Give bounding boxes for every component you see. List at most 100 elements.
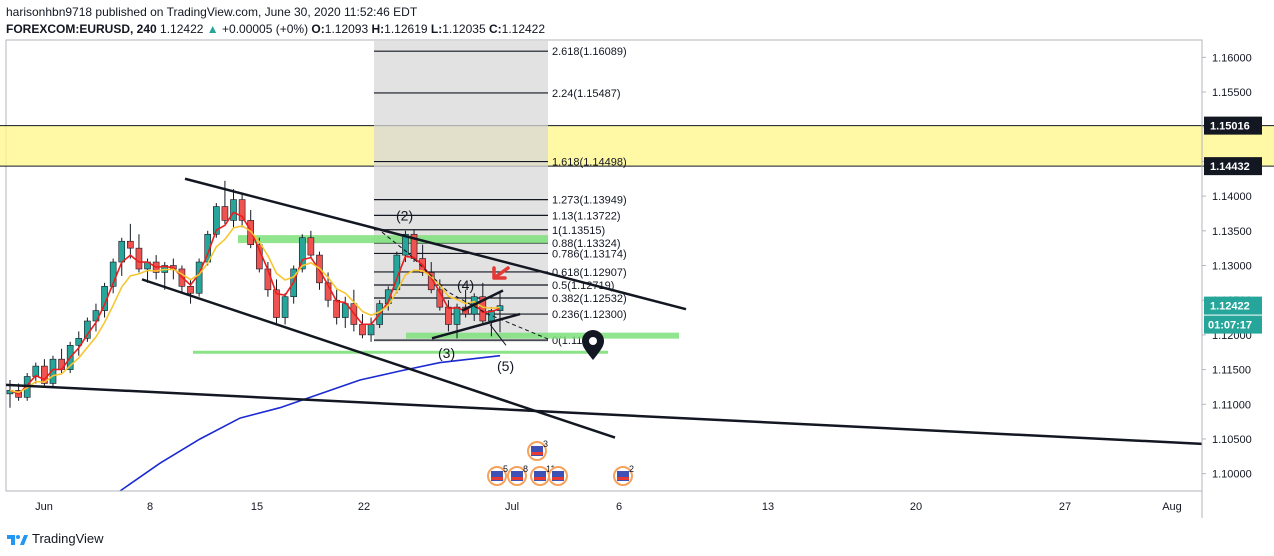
publisher-line: harisonhbn9718 published on TradingView.…: [6, 5, 418, 19]
resistance-zone: [0, 125, 1274, 167]
flag-red: [531, 452, 543, 455]
pin-hole: [589, 337, 597, 345]
wave-label: (5): [497, 358, 514, 374]
countdown-text: 01:07:17: [1208, 320, 1252, 332]
flag-red: [534, 477, 546, 480]
fib-level-label: 0.236(1.12300): [552, 309, 627, 321]
candle-body: [281, 296, 289, 318]
x-tick-label: 8: [147, 501, 153, 513]
flag-blue: [511, 471, 523, 481]
event-count: 2: [629, 464, 634, 474]
fib-level-label: 1.273(1.13949): [552, 195, 627, 207]
event-count: 3: [543, 439, 548, 449]
candle-body: [298, 237, 306, 270]
candle-body: [221, 206, 229, 221]
flag-blue: [552, 471, 564, 481]
economic-event-icon[interactable]: [548, 466, 568, 486]
candle-body: [333, 299, 340, 318]
high-value: 1.12619: [384, 22, 428, 36]
wave-label: (3): [438, 345, 455, 361]
price-label-text: 1.14432: [1210, 161, 1250, 173]
fib-level-label: 2.24(1.15487): [552, 88, 621, 100]
fib-level-label: 1(1.13515): [552, 225, 605, 237]
y-tick-label: 1.10000: [1212, 469, 1252, 481]
candle-body: [384, 289, 392, 304]
economic-event-icon[interactable]: 5: [487, 464, 508, 486]
low-value: 1.12035: [442, 22, 486, 36]
candle-body: [273, 289, 280, 318]
fib-level-label: 0.786(1.13174): [552, 248, 627, 260]
candle-body: [359, 324, 366, 336]
candle-body: [49, 358, 57, 384]
economic-event-icon[interactable]: 3: [527, 439, 548, 461]
candle-body: [127, 240, 134, 249]
x-tick-label: 13: [762, 501, 774, 513]
candle-body: [453, 306, 461, 325]
y-tick-label: 1.16000: [1212, 52, 1252, 64]
x-tick-label: 20: [910, 501, 922, 513]
open-label: O:: [311, 22, 325, 36]
event-count: 8: [523, 464, 528, 474]
x-tick-label: Jul: [505, 501, 519, 513]
open-value: 1.12093: [324, 22, 369, 36]
channel-top-line: [184, 177, 687, 311]
countdown-box: [1204, 315, 1262, 334]
close-value: 1.12422: [501, 22, 546, 36]
close-label: C:: [488, 22, 502, 36]
x-tick-label: Aug: [1162, 501, 1182, 513]
x-tick-label: 27: [1059, 501, 1071, 513]
economic-event-icon[interactable]: 11: [530, 464, 555, 486]
fib-level-label: 0.382(1.12532): [552, 293, 627, 305]
target-pin-icon: [582, 330, 604, 360]
fib-level-label: 1.618(1.14498): [552, 157, 627, 169]
price-label-box: [1204, 296, 1262, 315]
up-arrow-icon: ▲: [206, 22, 219, 36]
tradingview-logo-icon: [7, 534, 28, 545]
y-tick-label: 1.13500: [1212, 226, 1252, 238]
price-label-text: 1.15016: [1210, 121, 1250, 133]
candle-body: [307, 237, 315, 256]
price-label-text: 1.12422: [1210, 301, 1250, 313]
change-value: +0.00005 (+0%): [222, 22, 309, 36]
x-tick-label: 22: [358, 501, 370, 513]
wave-label: (4): [457, 277, 474, 293]
economic-event-icon[interactable]: 2: [613, 464, 634, 486]
fib-level-label: 0.618(1.12907): [552, 267, 627, 279]
low-label: L:: [430, 22, 443, 36]
candle-body: [445, 306, 452, 325]
y-tick-label: 1.14000: [1212, 191, 1252, 203]
flag-red: [552, 477, 564, 480]
red-arrow-icon: [492, 266, 510, 280]
y-tick-label: 1.11000: [1212, 399, 1251, 411]
candle-body: [135, 247, 143, 270]
x-tick-label: 15: [251, 501, 263, 513]
symbol-label: FOREXCOM:EURUSD, 240: [6, 22, 157, 36]
y-tick-label: 1.10500: [1212, 434, 1252, 446]
fib-level-label: 2.618(1.16089): [552, 46, 627, 58]
price-label-box: [1204, 116, 1262, 135]
candle-body: [402, 233, 409, 256]
flag-blue: [617, 471, 629, 481]
plot-area: [5, 39, 1203, 492]
fib-level-label: 1.13(1.13722): [552, 210, 621, 222]
fib-level-label: 0.5(1.12719): [552, 280, 614, 292]
tradingview-branding[interactable]: TradingView: [6, 531, 104, 546]
y-tick-label: 1.13000: [1212, 261, 1252, 273]
economic-event-icon[interactable]: 8: [507, 464, 528, 486]
price-label-box: [1204, 157, 1262, 176]
candle-body: [41, 365, 48, 384]
ema-fast-line: [9, 211, 501, 395]
fib-level-label: 0.88(1.13324): [552, 238, 621, 250]
tradingview-name: TradingView: [32, 531, 104, 546]
last-price: 1.12422: [160, 22, 204, 36]
projection-dashed-line: [381, 231, 549, 340]
ema-slow-line: [9, 224, 501, 394]
flag-red: [511, 477, 523, 480]
flag-blue: [491, 471, 503, 481]
symbol-ohlc-line: FOREXCOM:EURUSD, 240 1.12422 ▲ +0.00005 …: [6, 22, 545, 36]
candle-body: [230, 199, 237, 221]
high-label: H:: [371, 22, 385, 36]
wave-label: (2): [396, 207, 413, 223]
candle-body: [58, 358, 65, 370]
